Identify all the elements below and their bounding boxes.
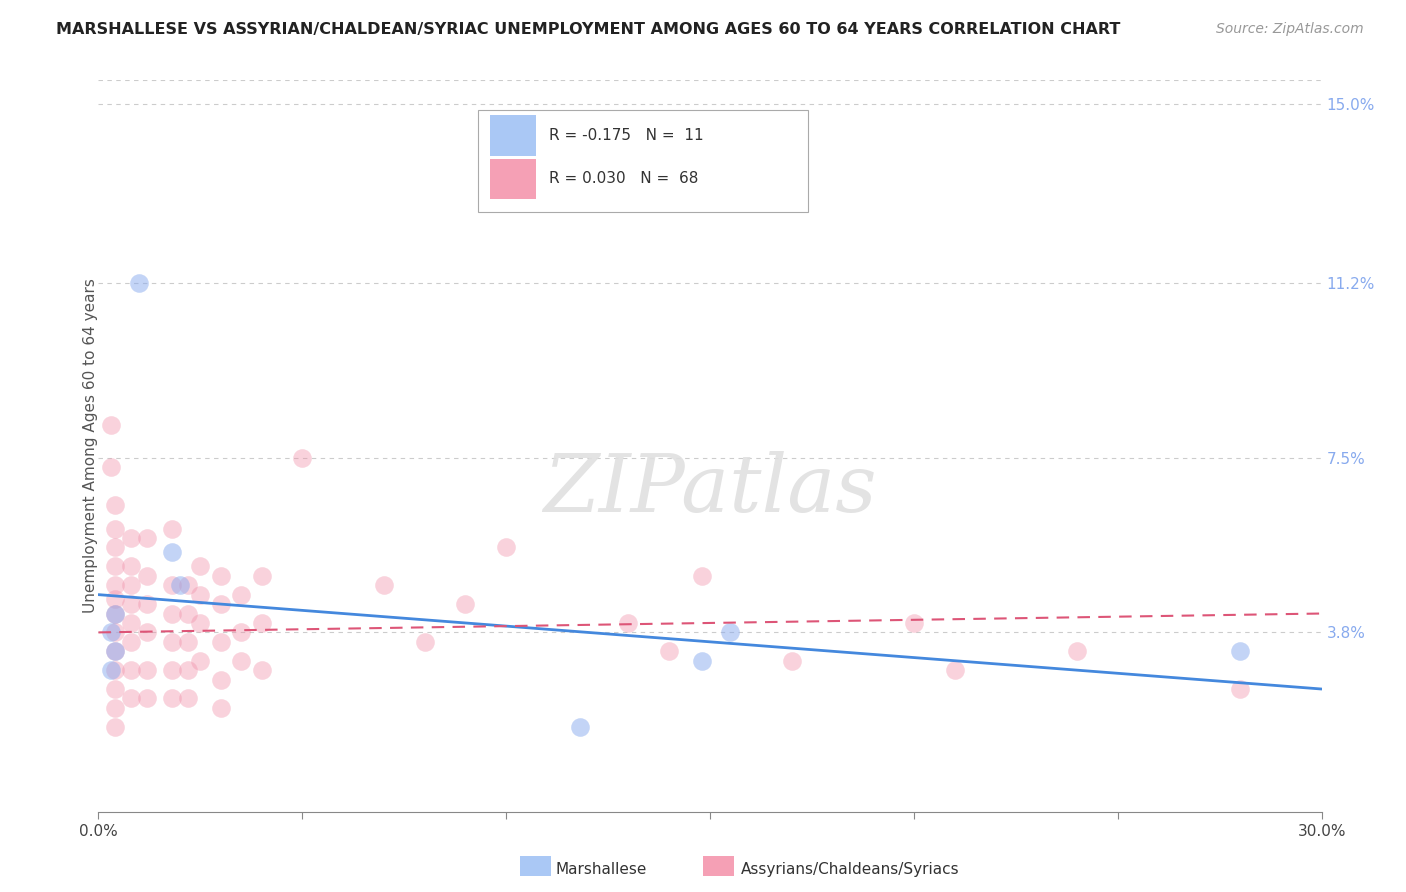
Point [104,625,127,640]
Point [291,450,314,465]
FancyBboxPatch shape [489,115,536,155]
FancyBboxPatch shape [478,110,808,212]
Point [690,654,713,668]
Text: MARSHALLESE VS ASSYRIAN/CHALDEAN/SYRIAC UNEMPLOYMENT AMONG AGES 60 TO 64 YEARS C: MARSHALLESE VS ASSYRIAN/CHALDEAN/SYRIAC … [56,22,1121,37]
Point [160,607,183,621]
Point [1229,644,1251,658]
Point [188,559,212,574]
Text: R = -0.175   N =  11: R = -0.175 N = 11 [548,128,703,143]
Point [100,460,122,475]
Point [209,597,232,611]
Point [120,531,142,545]
Point [160,691,183,706]
Point [495,541,517,555]
Point [104,607,127,621]
Point [160,522,183,536]
Point [120,635,142,649]
Point [188,654,212,668]
Point [250,615,273,630]
Point [1066,644,1088,658]
Point [250,663,273,677]
Text: Assyrians/Chaldeans/Syriacs: Assyrians/Chaldeans/Syriacs [741,863,959,877]
Point [177,607,200,621]
Point [120,578,142,592]
Point [160,635,183,649]
Point [454,597,477,611]
Point [209,701,232,715]
Point [160,578,183,592]
Point [104,578,127,592]
Point [104,541,127,555]
Point [169,578,191,592]
Point [120,663,142,677]
Point [373,578,395,592]
Point [104,522,127,536]
Point [568,720,591,734]
Point [104,559,127,574]
Point [136,663,159,677]
Point [100,417,122,432]
Point [120,559,142,574]
Point [100,625,122,640]
Point [177,635,200,649]
Point [943,663,966,677]
Y-axis label: Unemployment Among Ages 60 to 64 years: Unemployment Among Ages 60 to 64 years [83,278,97,614]
Point [231,588,253,602]
Point [209,673,232,687]
Point [658,644,681,658]
Point [177,663,200,677]
Point [160,545,183,559]
Point [120,615,142,630]
Point [100,663,122,677]
Point [617,615,640,630]
Point [690,568,713,582]
Point [128,276,150,290]
Point [160,663,183,677]
Point [136,531,159,545]
Point [188,615,212,630]
Point [231,654,253,668]
FancyBboxPatch shape [489,159,536,199]
Point [903,615,925,630]
Point [104,681,127,696]
Point [209,635,232,649]
Point [413,635,436,649]
Point [188,588,212,602]
Point [136,597,159,611]
Text: ZIPatlas: ZIPatlas [543,451,877,529]
Text: Marshallese: Marshallese [555,863,647,877]
Point [136,691,159,706]
Point [104,498,127,512]
Text: R = 0.030   N =  68: R = 0.030 N = 68 [548,171,697,186]
Point [104,644,127,658]
Point [250,568,273,582]
Point [177,691,200,706]
Point [120,597,142,611]
Point [104,592,127,607]
Point [104,607,127,621]
Point [1229,681,1251,696]
Text: Source: ZipAtlas.com: Source: ZipAtlas.com [1216,22,1364,37]
Point [104,644,127,658]
Point [104,720,127,734]
Point [780,654,803,668]
Point [209,568,232,582]
Point [136,568,159,582]
Point [104,663,127,677]
Point [177,578,200,592]
Point [120,691,142,706]
Point [136,625,159,640]
Point [720,625,742,640]
Point [104,701,127,715]
Point [231,625,253,640]
